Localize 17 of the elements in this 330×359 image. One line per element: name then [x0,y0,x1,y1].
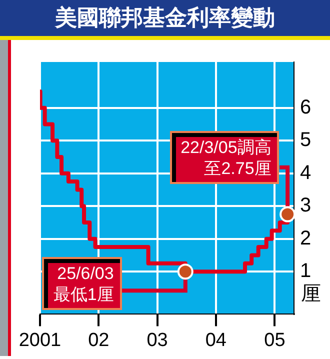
y-axis-title: 厘 [301,283,321,306]
x-tick-label: 04 [205,330,227,351]
annotation: 25/6/03 [56,262,114,284]
y-tick-label: 5 [300,129,312,152]
y-tick-label: 4 [300,162,312,184]
y-tick-label: 1 [300,260,312,282]
annotation: 最低1厘 [53,284,114,305]
x-tick-label: 2001 [18,330,62,351]
annotation: 至2.75厘 [203,158,272,180]
annotation: 22/3/05調高 [180,137,272,158]
y-tick-label: 3 [300,194,312,217]
x-tick-label: 05 [264,330,286,351]
y-tick-label: 6 [300,96,312,118]
y-tick-label: 2 [300,227,312,250]
chart-title: 美國聯邦基金利率變動 [0,0,330,40]
x-tick-label: 03 [146,330,168,351]
x-tick-label: 02 [88,330,110,351]
